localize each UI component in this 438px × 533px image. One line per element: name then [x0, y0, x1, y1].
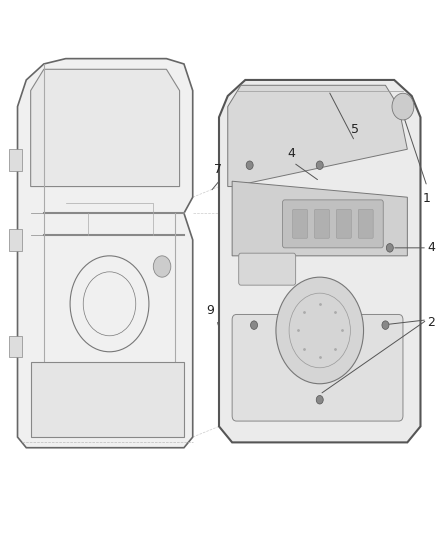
Circle shape: [316, 395, 323, 404]
FancyBboxPatch shape: [9, 149, 22, 171]
FancyBboxPatch shape: [358, 209, 373, 238]
Text: 9: 9: [207, 304, 215, 317]
FancyBboxPatch shape: [232, 314, 403, 421]
Circle shape: [251, 321, 258, 329]
PathPatch shape: [31, 69, 180, 187]
Text: 4: 4: [287, 147, 295, 160]
Circle shape: [316, 161, 323, 169]
FancyBboxPatch shape: [239, 253, 296, 285]
Text: 4: 4: [427, 241, 435, 254]
Circle shape: [382, 321, 389, 329]
PathPatch shape: [228, 85, 407, 187]
FancyBboxPatch shape: [336, 209, 351, 238]
PathPatch shape: [219, 80, 420, 442]
Circle shape: [386, 244, 393, 252]
Text: 2: 2: [427, 316, 435, 329]
FancyBboxPatch shape: [31, 362, 184, 437]
Text: 1: 1: [423, 192, 431, 205]
Circle shape: [392, 93, 414, 120]
Circle shape: [153, 256, 171, 277]
FancyBboxPatch shape: [314, 209, 329, 238]
FancyBboxPatch shape: [9, 229, 22, 251]
Text: 5: 5: [351, 123, 359, 136]
PathPatch shape: [232, 181, 407, 256]
Circle shape: [246, 161, 253, 169]
Text: 7: 7: [214, 163, 222, 176]
PathPatch shape: [18, 59, 193, 448]
FancyBboxPatch shape: [293, 209, 307, 238]
Circle shape: [276, 277, 364, 384]
FancyBboxPatch shape: [283, 200, 383, 248]
FancyBboxPatch shape: [9, 336, 22, 357]
